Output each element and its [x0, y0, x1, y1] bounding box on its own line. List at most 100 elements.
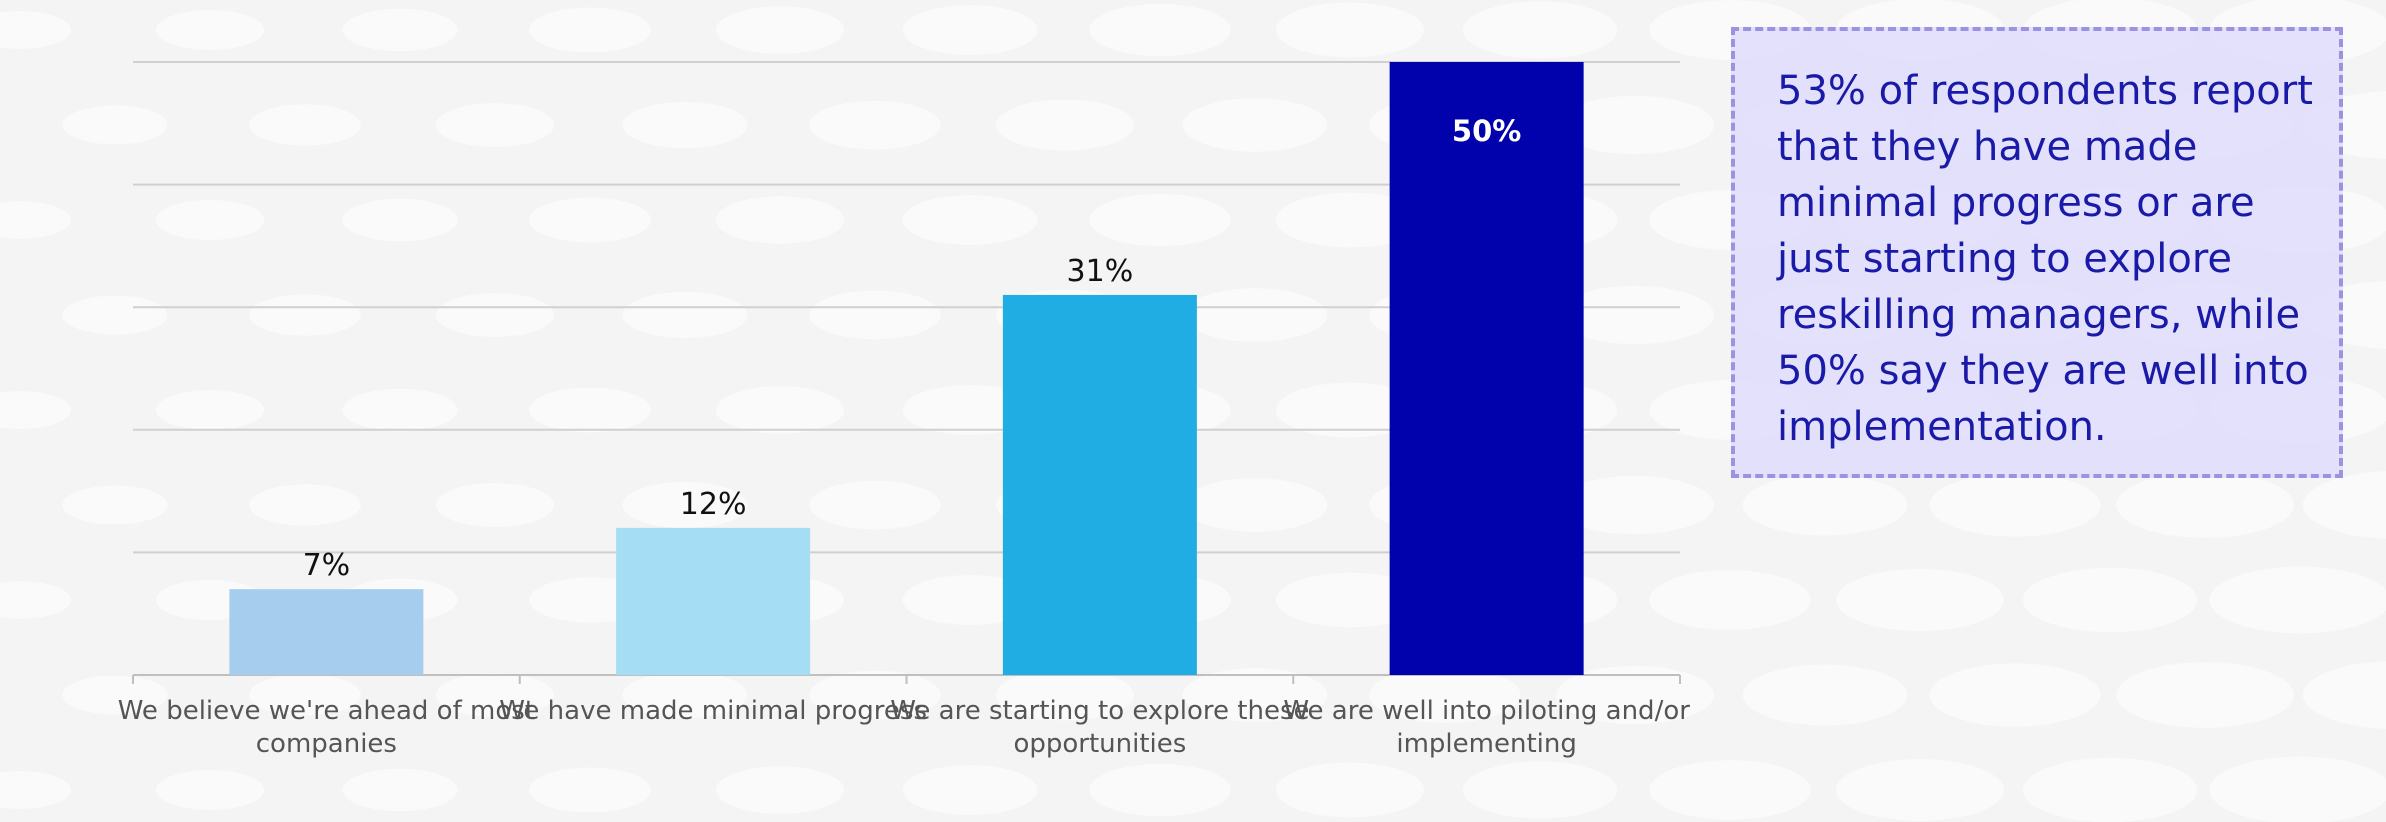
background-ellipse	[809, 100, 941, 150]
bar	[1389, 62, 1584, 675]
background-ellipse	[1182, 668, 1328, 722]
background-ellipse	[1556, 665, 1714, 725]
background-ellipse	[1369, 667, 1521, 723]
category-labels: We believe we're ahead of most companiesW…	[118, 696, 1690, 759]
background-ellipse	[249, 104, 361, 146]
background-ellipse	[62, 295, 168, 335]
background-ellipse	[435, 483, 555, 527]
background-ellipse	[622, 671, 748, 719]
category-label: We are well into piloting and/or implemen…	[1283, 696, 1690, 759]
data-labels: 7% 12% 31% 50%	[303, 114, 1522, 583]
background-ellipse	[902, 765, 1038, 815]
background-ellipse	[715, 766, 845, 814]
background-ellipse	[809, 670, 941, 720]
background-ellipse	[342, 8, 458, 52]
background-ellipse	[435, 293, 555, 337]
background-ellipse	[1089, 193, 1231, 247]
background-ellipse	[622, 481, 748, 529]
background-ellipse	[2022, 567, 2198, 633]
background-ellipse	[1089, 3, 1231, 57]
background-ellipse	[2302, 661, 2386, 729]
summary-callout: 53% of respondents report that they have…	[1731, 27, 2343, 478]
background-ellipse	[1742, 664, 1908, 726]
background-ellipse	[249, 484, 361, 526]
background-ellipse	[2116, 472, 2294, 538]
background-ellipse	[2116, 662, 2294, 728]
background-ellipse	[1556, 95, 1714, 155]
background-ellipse	[809, 480, 941, 530]
data-label: 7%	[303, 548, 351, 583]
background-ellipse	[1836, 758, 2004, 822]
background-ellipse	[2209, 566, 2386, 634]
background-ellipse	[622, 291, 748, 339]
background-ellipse	[155, 389, 265, 431]
background-ellipse	[342, 388, 458, 432]
background-ellipse	[342, 768, 458, 812]
data-label: 50%	[1452, 114, 1521, 148]
background-ellipse	[995, 669, 1135, 721]
background-ellipse	[62, 105, 168, 145]
background-ellipse	[1462, 761, 1618, 819]
background-ellipse	[622, 101, 748, 149]
background-ellipse	[0, 391, 71, 429]
background-ellipse	[1836, 568, 2004, 632]
background-ellipse	[1929, 473, 2101, 537]
background-ellipse	[529, 197, 651, 243]
background-ellipse	[1649, 570, 1811, 630]
data-label: 31%	[1067, 254, 1134, 289]
background-ellipse	[0, 771, 71, 809]
background-ellipse	[1275, 762, 1425, 818]
bar	[616, 527, 811, 675]
background-ellipse	[62, 485, 168, 525]
background-ellipse	[342, 198, 458, 242]
background-ellipse	[1649, 760, 1811, 820]
background-ellipse	[902, 5, 1038, 55]
background-ellipse	[715, 386, 845, 434]
background-ellipse	[1556, 475, 1714, 535]
callout-text: 53% of respondents report that they have…	[1777, 68, 2313, 450]
background-ellipse	[0, 581, 71, 619]
background-ellipse	[809, 290, 941, 340]
background-ellipse	[1556, 285, 1714, 345]
background-ellipse	[0, 201, 71, 239]
background-ellipse	[435, 673, 555, 717]
background-ellipse	[902, 195, 1038, 245]
background-ellipse	[155, 769, 265, 811]
background-ellipse	[529, 767, 651, 813]
background-ellipse	[1462, 1, 1618, 59]
background-ellipse	[1089, 763, 1231, 817]
background-ellipse	[1929, 663, 2101, 727]
category-label: We believe we're ahead of most companies	[118, 696, 535, 759]
background-ellipse	[249, 294, 361, 336]
background-ellipse	[1182, 478, 1328, 532]
background-ellipse	[155, 199, 265, 241]
background-ellipse	[62, 675, 168, 715]
background-ellipse	[715, 196, 845, 244]
bars	[229, 62, 1584, 675]
background-ellipse	[0, 11, 71, 49]
background-ellipse	[1182, 288, 1328, 342]
background-ellipse	[249, 674, 361, 716]
background-ellipse	[2302, 471, 2386, 539]
background-ellipse	[2209, 756, 2386, 822]
bar	[1002, 294, 1197, 675]
category-label: We are starting to explore these opportun…	[890, 696, 1309, 759]
background-ellipse	[435, 103, 555, 147]
background-ellipse	[1275, 572, 1425, 628]
background-ellipse	[1275, 382, 1425, 438]
background-ellipse	[529, 387, 651, 433]
bar	[229, 589, 424, 675]
background-ellipse	[1275, 192, 1425, 248]
background-ellipse	[2022, 757, 2198, 822]
background-ellipse	[995, 99, 1135, 151]
background-ellipse	[529, 7, 651, 53]
background-ellipse	[1275, 2, 1425, 58]
background-ellipse	[1742, 474, 1908, 536]
x-axis	[132, 674, 1681, 684]
background-ellipse	[1182, 98, 1328, 152]
background-ellipse	[155, 9, 265, 51]
background-ellipse	[715, 6, 845, 54]
category-label: We have made minimal progress	[499, 696, 927, 726]
data-label: 12%	[680, 487, 747, 522]
